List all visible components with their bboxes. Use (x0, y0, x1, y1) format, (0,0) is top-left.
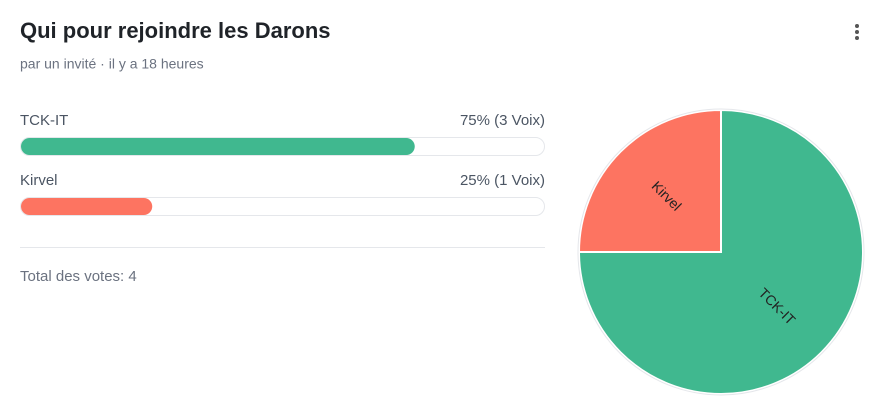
menu-dot (855, 30, 859, 34)
option-result: 25% (1 Voix) (460, 172, 545, 189)
total-votes: Total des votes: 4 (20, 268, 137, 285)
bar (21, 138, 415, 155)
subtitle: par un invité · il y a 18 heures (20, 56, 204, 72)
option-label: TCK-IT (20, 112, 68, 129)
menu-dot (855, 36, 859, 40)
pie-slice (577, 108, 722, 253)
bar (21, 198, 153, 215)
option-result: 75% (3 Voix) (460, 112, 545, 129)
bar-track (20, 197, 545, 216)
title: Qui pour rejoindre les Darons (20, 18, 331, 43)
pie-slice (577, 108, 864, 395)
menu-button[interactable] (847, 20, 867, 44)
menu-dot (855, 24, 859, 28)
option-label: Kirvel (20, 172, 58, 189)
pie-outline (577, 108, 865, 396)
